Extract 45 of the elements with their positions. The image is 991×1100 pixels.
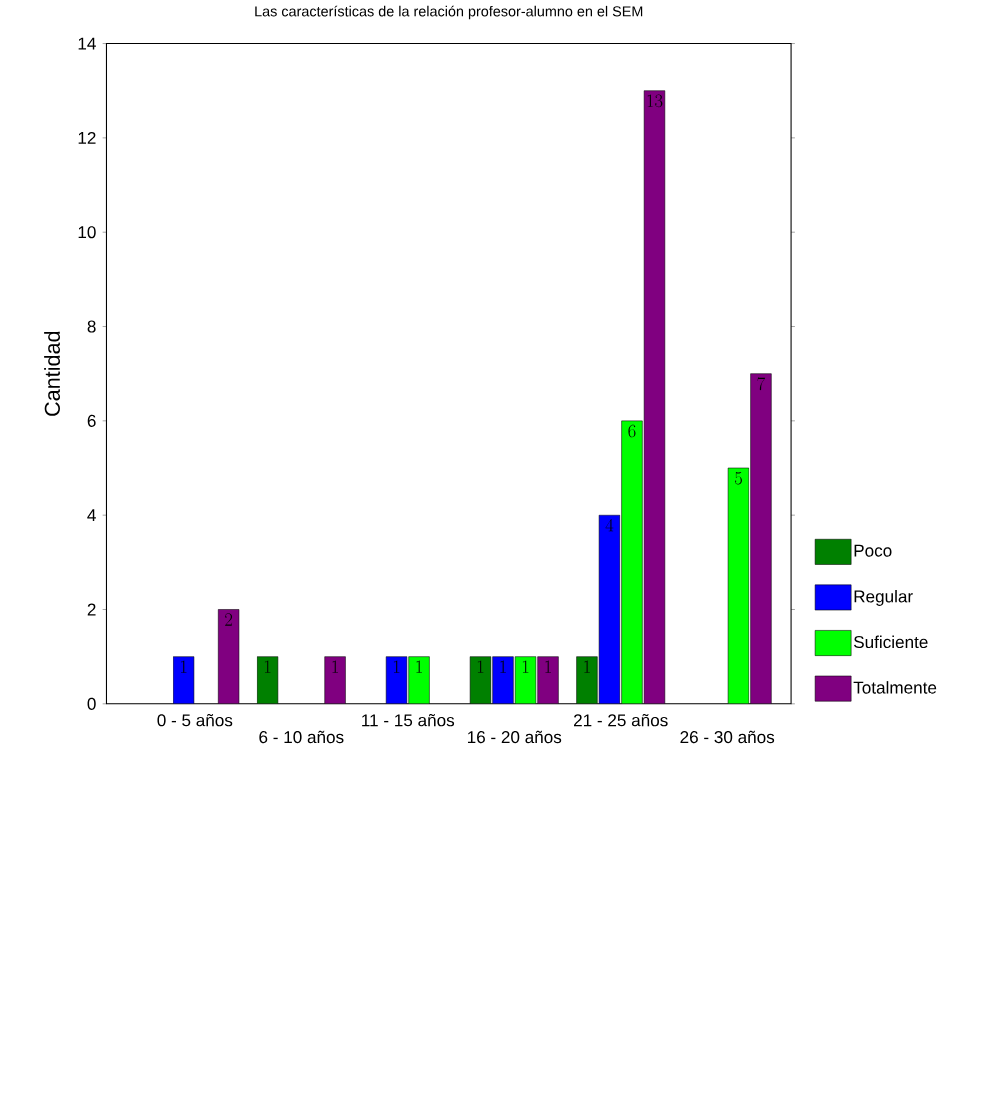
data-label: 6 — [628, 424, 636, 438]
chart-title: Las características de la relación profesor-alumno en el SEM — [255, 5, 643, 20]
legend-label: Regular — [854, 589, 913, 606]
x-tick-label: 16 - 20 años — [468, 730, 562, 744]
data-label: 1 — [500, 660, 506, 673]
y-tick-label: 6 — [87, 414, 96, 427]
data-label: 7 — [757, 377, 766, 391]
data-label: 2 — [225, 613, 233, 626]
legend-label: Poco — [854, 544, 892, 557]
data-label: 1 — [522, 660, 529, 673]
data-label: 1 — [393, 660, 400, 673]
data-label: 1 — [545, 660, 551, 673]
y-tick-label: 2 — [87, 603, 96, 616]
data-label: 5 — [735, 471, 742, 485]
y-tick-label: 10 — [78, 226, 96, 239]
bar — [750, 373, 772, 704]
bar — [408, 656, 430, 704]
y-tick-label: 4 — [87, 509, 96, 522]
data-label: 1 — [332, 660, 339, 673]
bar — [537, 656, 559, 704]
data-label: 1 — [416, 660, 422, 673]
bar — [324, 656, 346, 704]
x-tick-label: 6 - 10 años — [259, 730, 344, 744]
bar — [643, 90, 666, 704]
y-tick-label: 8 — [87, 320, 96, 333]
legend-label: Totalmente — [853, 681, 937, 694]
y-tick-label: 12 — [78, 131, 96, 144]
x-tick-label: 0 - 5 años — [157, 713, 233, 727]
bar — [173, 656, 195, 704]
data-label: 4 — [605, 518, 614, 532]
bar — [621, 420, 643, 704]
y-tick-label: 14 — [78, 37, 96, 50]
data-label: 13 — [647, 94, 663, 108]
legend-label: Suficiente — [854, 635, 928, 649]
data-label: 1 — [477, 660, 484, 673]
x-tick-label: 26 - 30 años — [680, 730, 775, 744]
data-label: 1 — [264, 660, 271, 673]
y-axis-title: Cantidad — [44, 331, 61, 416]
x-tick-label: 11 - 15 años — [362, 713, 455, 727]
data-label: 1 — [181, 660, 187, 673]
y-tick-label: 0 — [87, 697, 96, 710]
bar — [727, 467, 750, 704]
data-label: 1 — [584, 660, 590, 673]
x-tick-label: 21 - 25 años — [574, 713, 668, 727]
bar — [256, 656, 279, 704]
